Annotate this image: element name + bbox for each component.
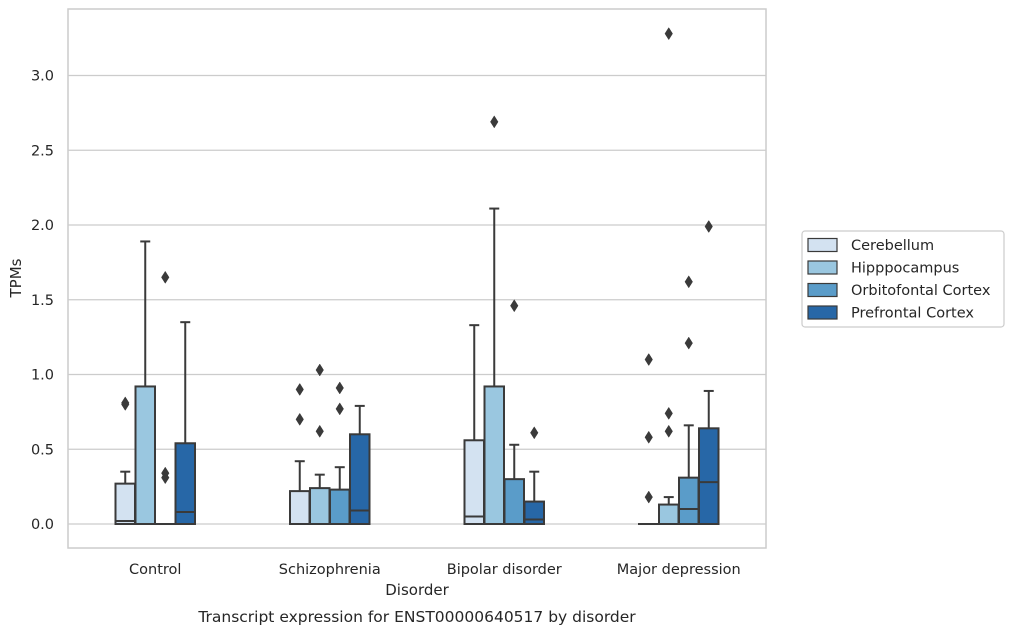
y-tick-label: 1.0 [31,368,54,384]
box-body [114,482,136,526]
outlier-point [644,430,653,444]
y-tick-label: 0.0 [31,517,54,533]
box-hipppocampus [309,363,331,525]
outlier-point [295,412,304,426]
box-hipppocampus [483,115,505,525]
box-prefrontal-cortex [698,220,720,526]
outlier-point [704,220,713,233]
outlier-point [335,402,344,416]
box-body [309,487,331,525]
outlier-point [315,363,324,377]
box-body [289,490,311,525]
legend-label: Orbitofontal Cortex [851,283,991,299]
x-tick-label: Major depression [617,562,741,578]
box-body [503,478,525,525]
box-body [698,427,720,526]
box-body [678,476,700,525]
outlier-point [121,397,130,411]
y-tick-label: 0.5 [31,442,54,458]
box-body [463,439,485,525]
y-tick-label: 3.0 [31,69,54,85]
box-cerebellum [463,324,485,525]
box-orbitofontal-cortex [329,381,351,525]
outlier-point [530,426,539,440]
legend-swatch [807,260,838,275]
box-prefrontal-cortex [174,321,196,525]
y-axis-label: TPMs [7,258,25,298]
box-body [483,385,505,525]
outlier-point [684,336,693,350]
box-prefrontal-cortex [349,404,371,525]
x-tick-label: Schizophrenia [279,562,381,578]
box-body [134,385,156,525]
box-cerebellum [289,382,311,525]
x-axis-label: Disorder [385,581,449,599]
legend-label: Hipppocampus [851,261,959,277]
box-body [349,433,371,525]
chart-caption: Transcript expression for ENST0000064051… [197,608,636,626]
outlier-point [664,27,673,41]
outlier-point [490,115,499,129]
box-body [329,488,351,525]
box-body [658,503,680,526]
y-tick-label: 2.0 [31,218,54,234]
legend-swatch [807,237,838,253]
box-prefrontal-cortex [523,426,545,526]
legend: Cerebellum Hipppocampus Orbitofontal Corte… [801,230,1005,328]
outlier-point [295,382,304,396]
box-body [174,442,196,525]
legend-frame [801,230,1005,328]
outlier-point [644,353,653,367]
box-cerebellum [114,396,136,526]
grid-layer [68,74,766,525]
tick-layer: 0.0 0.5 1.0 1.5 2.0 2.5 3.0 Control Schizophreni… [31,69,741,579]
box-cerebellum [638,353,660,526]
box-layer [114,27,720,526]
outlier-point [161,471,170,485]
box-hipppocampus [134,240,156,525]
outlier-point [161,270,170,284]
y-tick-label: 2.5 [31,143,54,159]
outlier-point [664,424,673,438]
box-orbitofontal-cortex [154,270,176,526]
outlier-point [315,424,324,438]
outlier-point [510,299,519,313]
legend-swatch [807,305,838,320]
plot-frame [67,8,767,549]
x-tick-label: Bipolar disorder [447,562,562,578]
outlier-point [684,275,693,289]
outlier-point [644,490,653,504]
box-orbitofontal-cortex [678,275,700,525]
x-tick-label: Control [129,562,181,578]
legend-swatch [807,282,838,298]
legend-label: Prefrontal Cortex [851,306,974,322]
box-orbitofontal-cortex [503,299,525,525]
box-body [523,500,545,526]
outlier-point [664,406,673,420]
y-tick-label: 1.5 [31,293,54,309]
legend-label: Cerebellum [851,238,934,254]
outlier-point [335,381,344,395]
